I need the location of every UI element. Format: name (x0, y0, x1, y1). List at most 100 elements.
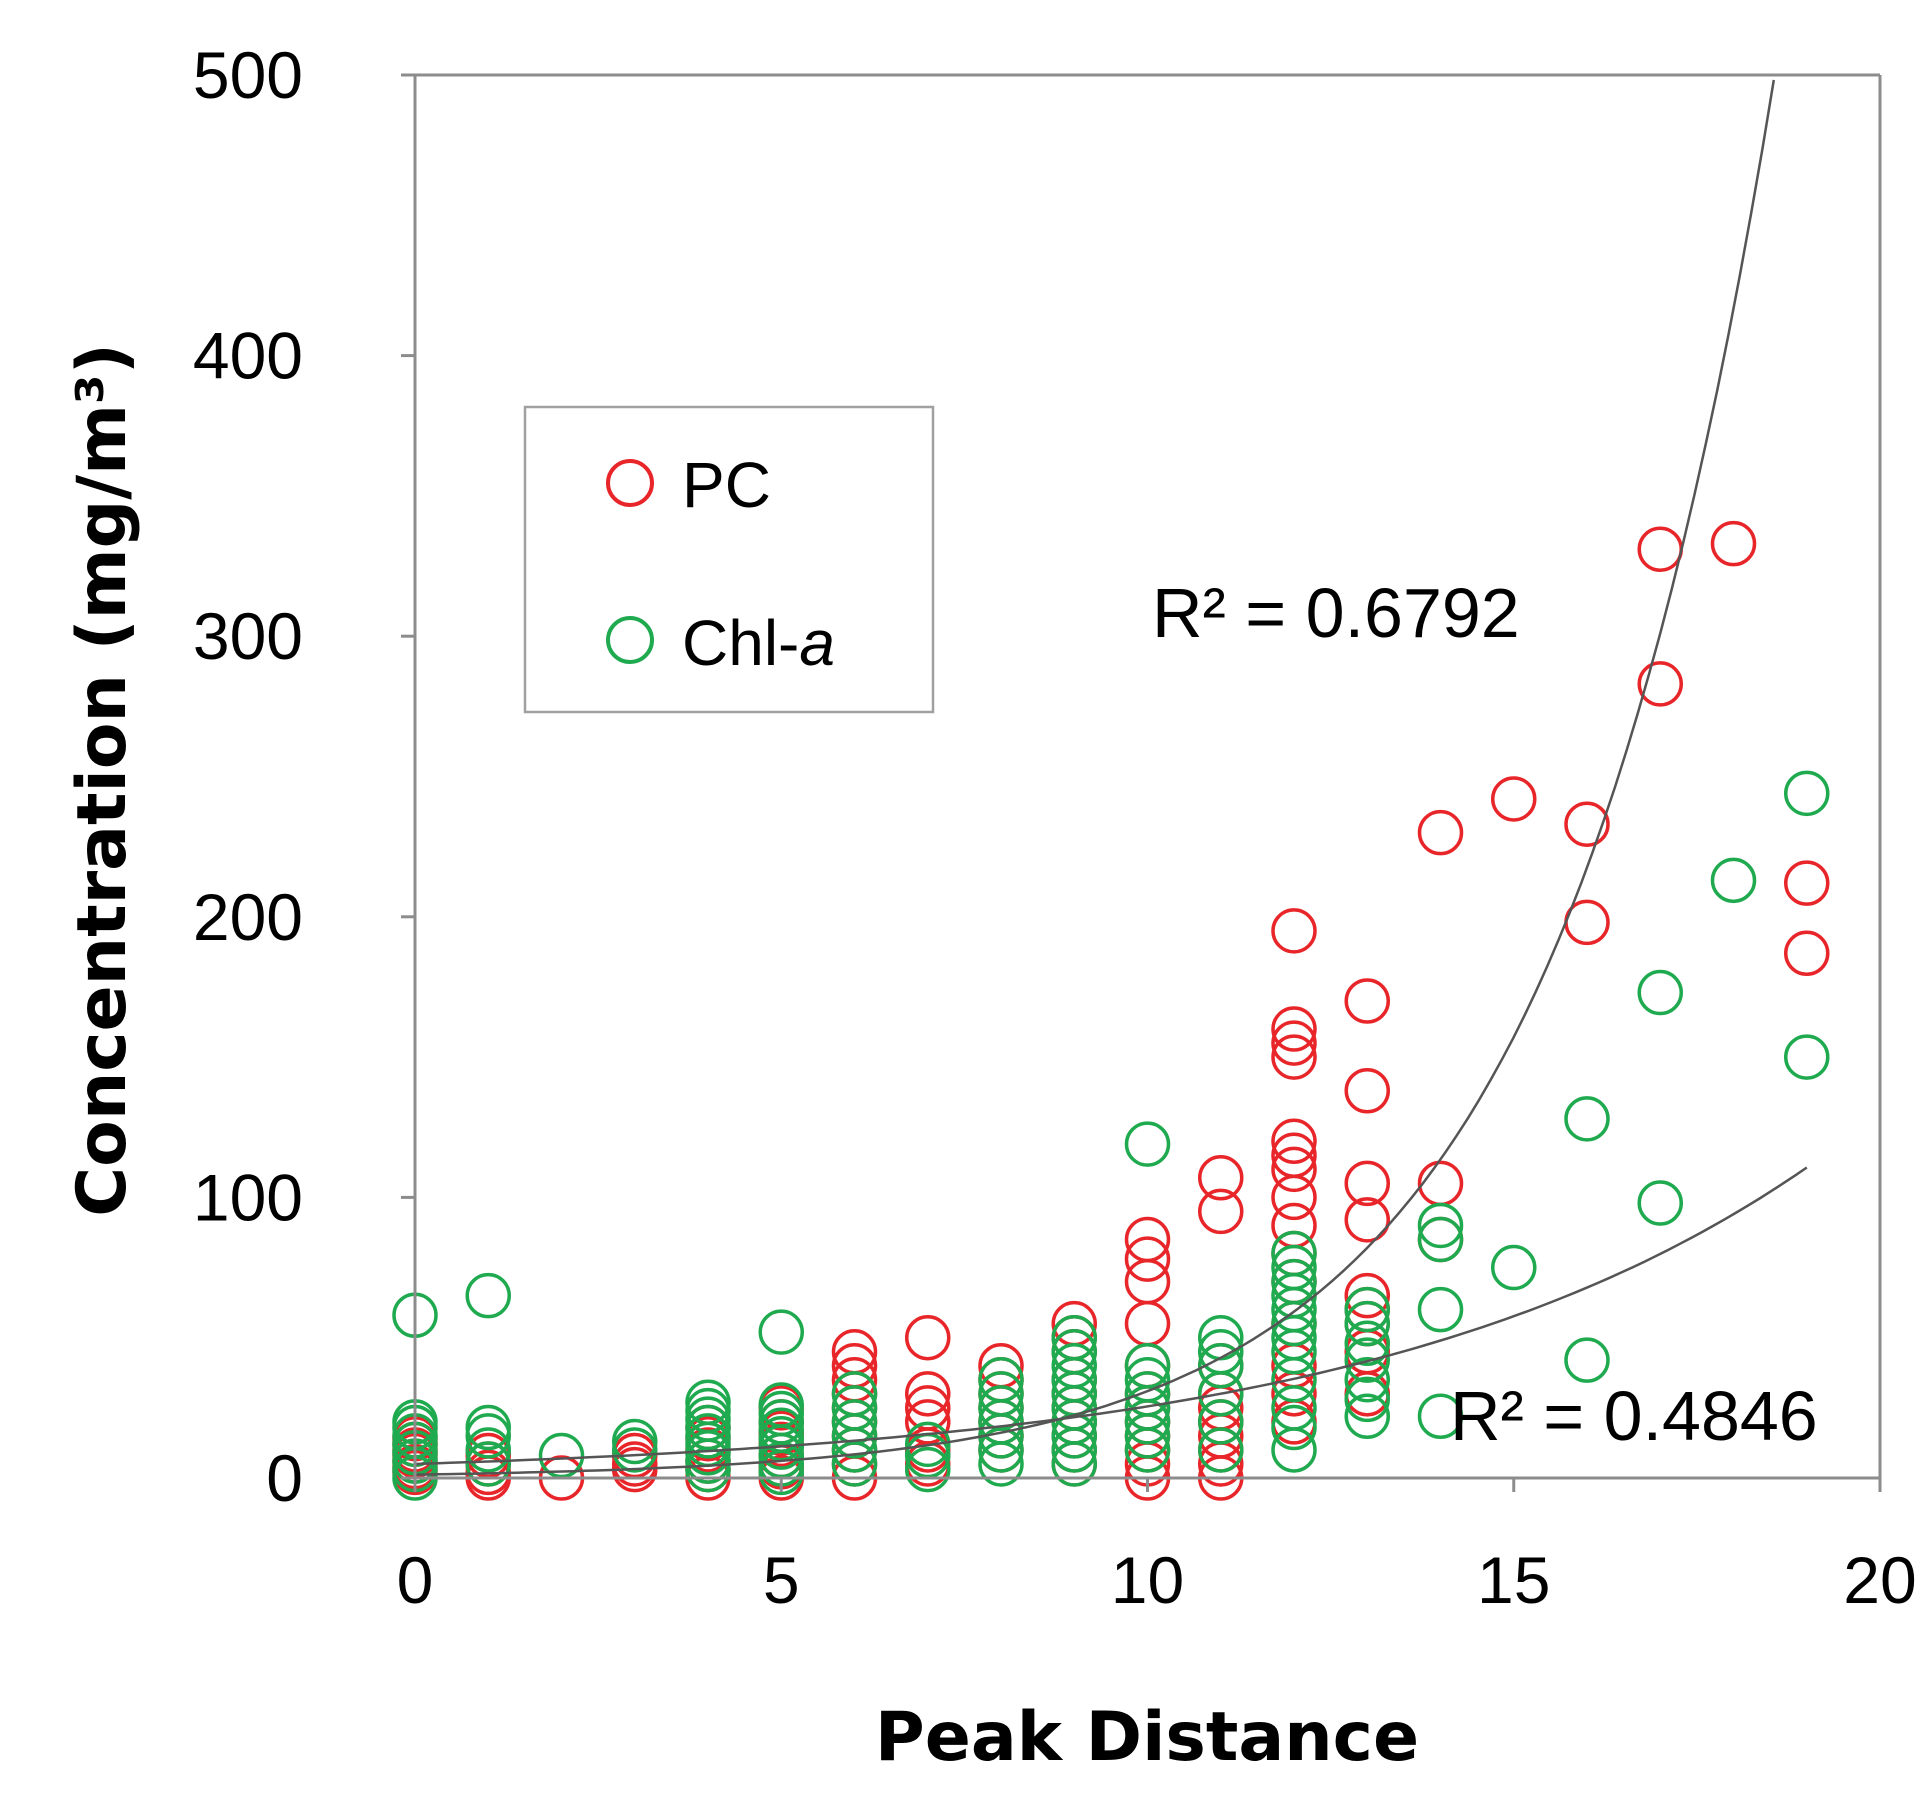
data-point-chl-a (831, 1399, 878, 1445)
legend-label-chl-a: Chl-a (682, 607, 835, 679)
data-point-chl-a (758, 1382, 804, 1428)
data-point-pc (1124, 1300, 1171, 1347)
data-point-pc (1637, 526, 1683, 572)
data-point-chl-a (1198, 1328, 1244, 1375)
plot-marks (392, 79, 1830, 1501)
data-point-pc (1344, 1197, 1390, 1243)
data-point-chl-a (1491, 1244, 1537, 1291)
data-point-pc (1784, 930, 1830, 977)
data-point-pc (1124, 1216, 1171, 1263)
data-point-chl-a (1344, 1320, 1390, 1367)
data-point-pc (905, 1385, 951, 1431)
data-point-pc (1344, 1272, 1390, 1319)
data-point-pc (1344, 1160, 1390, 1207)
data-point-chl-a (1344, 1337, 1390, 1383)
data-point-chl-a (1417, 1286, 1464, 1333)
data-point-pc (1784, 860, 1830, 906)
data-point-chl-a (1271, 1404, 1317, 1451)
data-point-chl-a (1710, 857, 1757, 904)
data-point-chl-a (1344, 1357, 1390, 1403)
data-point-chl-a (1344, 1376, 1390, 1423)
legend-marker-pc (606, 459, 654, 507)
data-point-chl-a (1051, 1343, 1097, 1389)
data-point-chl-a (1417, 1216, 1464, 1263)
data-point-pc (1271, 1118, 1317, 1165)
data-point-chl-a (465, 1404, 511, 1451)
legend-label-chl-a-main: Chl- (682, 607, 799, 679)
data-point-pc (1710, 520, 1757, 567)
data-point-pc (1271, 908, 1317, 954)
data-point-chl-a (1637, 969, 1683, 1016)
data-point-chl-a (1564, 1096, 1610, 1142)
data-point-chl-a (1271, 1385, 1317, 1431)
data-point-chl-a (1271, 1230, 1317, 1277)
y-tick-label: 0 (266, 1441, 303, 1515)
legend-box (523, 405, 935, 714)
data-point-chl-a (1344, 1300, 1390, 1347)
y-tick-label: 200 (193, 880, 303, 954)
data-point-pc (1271, 1132, 1317, 1179)
data-point-chl-a (831, 1371, 878, 1417)
data-point-pc (1198, 1188, 1244, 1235)
x-tick-label: 20 (1843, 1543, 1916, 1617)
data-point-chl-a (1344, 1286, 1390, 1333)
data-point-chl-a (1124, 1371, 1171, 1417)
data-point-pc (1344, 1068, 1390, 1114)
data-point-pc (905, 1314, 951, 1361)
data-point-chl-a (1051, 1314, 1097, 1361)
data-point-chl-a (612, 1418, 658, 1465)
data-point-chl-a (685, 1379, 731, 1425)
data-point-pc (1271, 1034, 1317, 1080)
data-point-chl-a (1784, 770, 1830, 817)
trendline-pc (414, 79, 1776, 1476)
y-tick-label: 400 (193, 319, 303, 393)
x-axis-title: Peak Distance (875, 1698, 1419, 1777)
data-point-pc (1564, 801, 1610, 847)
data-point-pc (1271, 1020, 1317, 1066)
data-point-chl-a (978, 1371, 1024, 1417)
data-point-pc (1491, 776, 1537, 822)
data-point-chl-a (465, 1441, 511, 1487)
data-point-chl-a (1124, 1121, 1171, 1167)
data-point-pc (1417, 809, 1464, 856)
data-point-pc (1637, 661, 1683, 707)
data-point-chl-a (831, 1385, 878, 1431)
data-point-chl-a (1271, 1244, 1317, 1291)
x-tick-label: 10 (1111, 1543, 1184, 1617)
y-axis-title: Concentration (mg/m³) (63, 343, 142, 1217)
y-tick-label: 500 (193, 38, 303, 112)
legend-marker-chl-a (606, 616, 654, 664)
data-point-chl-a (1417, 1393, 1464, 1440)
data-point-chl-a (465, 1427, 511, 1473)
data-point-chl-a (1417, 1202, 1464, 1249)
data-point-chl-a (1198, 1427, 1244, 1473)
series-chl-a (392, 770, 1830, 1501)
data-point-pc (1124, 1236, 1171, 1282)
data-point-chl-a (1198, 1399, 1244, 1445)
axis-ticks: 0 100 200 300 400 500 0 5 10 15 20 (193, 38, 1917, 1617)
y-tick-label: 300 (193, 599, 303, 673)
data-point-chl-a (1271, 1258, 1317, 1305)
data-point-chl-a (1124, 1357, 1171, 1403)
data-point-chl-a (905, 1446, 951, 1493)
data-point-chl-a (758, 1309, 804, 1355)
legend-label-chl-a-italic: a (799, 607, 835, 679)
r2-label-pc: R² = 0.6792 (1152, 574, 1520, 652)
x-tick-label: 5 (763, 1543, 800, 1617)
data-point-chl-a (978, 1385, 1024, 1431)
data-point-chl-a (1344, 1393, 1390, 1440)
data-point-pc (1271, 1146, 1317, 1193)
x-tick-label: 0 (397, 1543, 434, 1617)
data-point-chl-a (1637, 1180, 1683, 1226)
data-point-chl-a (1051, 1328, 1097, 1375)
data-point-pc (1417, 1160, 1464, 1207)
x-tick-label: 15 (1477, 1543, 1550, 1617)
data-point-pc (1198, 1155, 1244, 1201)
data-point-pc (905, 1371, 951, 1417)
data-point-pc (905, 1399, 951, 1445)
data-point-chl-a (1564, 1337, 1610, 1383)
data-point-pc (1344, 978, 1390, 1024)
legend: PC Chl-a (523, 405, 935, 714)
r2-label-chl-a: R² = 0.4846 (1450, 1377, 1818, 1455)
